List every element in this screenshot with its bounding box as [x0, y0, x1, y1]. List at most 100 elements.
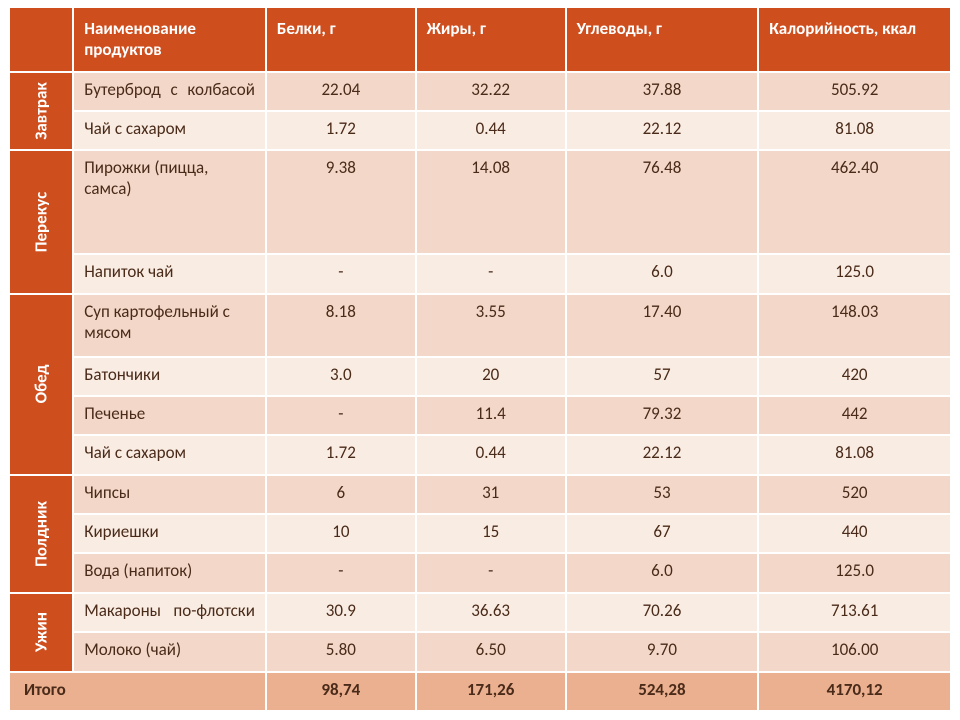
cell-protein: 5.80 — [266, 632, 416, 671]
cell-kcal: 81.08 — [758, 111, 951, 150]
col-carbs: Углеводы, г — [566, 7, 759, 72]
food-name: Суп картофельный с мясом — [73, 294, 266, 357]
cell-kcal: 462.40 — [758, 150, 951, 254]
meal-label-text: Завтрак — [30, 82, 51, 140]
cell-carbs: 22.12 — [566, 111, 759, 150]
col-meal — [9, 7, 73, 72]
cell-protein: - — [266, 553, 416, 592]
table-row: Молоко (чай)5.806.509.70106.00 — [9, 632, 951, 671]
meal-label-text: Перекус — [30, 192, 51, 252]
cell-carbs: 9.70 — [566, 632, 759, 671]
cell-fat: 3.55 — [416, 294, 566, 357]
cell-carbs: 57 — [566, 357, 759, 396]
cell-fat: 14.08 — [416, 150, 566, 254]
cell-protein: 22.04 — [266, 72, 416, 111]
table-row: Печенье-11.479.32442 — [9, 396, 951, 435]
cell-fat: - — [416, 254, 566, 293]
meal-label: Полдник — [9, 475, 73, 593]
cell-carbs: 37.88 — [566, 72, 759, 111]
cell-protein: - — [266, 254, 416, 293]
col-name: Наименование продуктов — [73, 7, 266, 72]
nutrition-table-wrap: Наименование продуктов Белки, г Жиры, г … — [0, 0, 960, 720]
cell-protein: 1.72 — [266, 111, 416, 150]
table-row: ОбедСуп картофельный с мясом8.183.5517.4… — [9, 294, 951, 357]
total-fat: 171,26 — [416, 672, 566, 711]
table-row: Чай с сахаром1.720.4422.1281.08 — [9, 435, 951, 474]
cell-fat: 11.4 — [416, 396, 566, 435]
cell-protein: 3.0 — [266, 357, 416, 396]
table-row: Кириешки101567440 — [9, 514, 951, 553]
cell-fat: 36.63 — [416, 593, 566, 632]
cell-kcal: 505.92 — [758, 72, 951, 111]
total-protein: 98,74 — [266, 672, 416, 711]
food-name: Чай с сахаром — [73, 435, 266, 474]
meal-label-text: Полдник — [30, 501, 51, 567]
cell-kcal: 442 — [758, 396, 951, 435]
table-row: ПолдникЧипсы63153520 — [9, 475, 951, 514]
col-kcal: Калорийность, ккал — [758, 7, 951, 72]
cell-kcal: 440 — [758, 514, 951, 553]
header-row: Наименование продуктов Белки, г Жиры, г … — [9, 7, 951, 72]
cell-kcal: 520 — [758, 475, 951, 514]
cell-carbs: 76.48 — [566, 150, 759, 254]
table-row: УжинМакароны по-флотски30.936.6370.26713… — [9, 593, 951, 632]
table-row: Вода (напиток)--6.0125.0 — [9, 553, 951, 592]
food-name: Вода (напиток) — [73, 553, 266, 592]
table-row: Напиток чай--6.0125.0 — [9, 254, 951, 293]
food-name: Макароны по-флотски — [73, 593, 266, 632]
cell-kcal: 713.61 — [758, 593, 951, 632]
food-name: Напиток чай — [73, 254, 266, 293]
table-row: Батончики3.02057420 — [9, 357, 951, 396]
cell-carbs: 70.26 — [566, 593, 759, 632]
nutrition-table: Наименование продуктов Белки, г Жиры, г … — [8, 6, 952, 712]
cell-kcal: 125.0 — [758, 254, 951, 293]
food-name: Пирожки (пицца, самса) — [73, 150, 266, 254]
cell-carbs: 6.0 — [566, 553, 759, 592]
col-protein: Белки, г — [266, 7, 416, 72]
cell-fat: 0.44 — [416, 435, 566, 474]
table-row: Перекус Пирожки (пицца, самса)9.3814.0876… — [9, 150, 951, 254]
cell-carbs: 67 — [566, 514, 759, 553]
total-carbs: 524,28 — [566, 672, 759, 711]
meal-label: Завтрак — [9, 72, 73, 151]
cell-kcal: 420 — [758, 357, 951, 396]
meal-label: Перекус — [9, 150, 73, 293]
total-label: Итого — [9, 672, 266, 711]
cell-carbs: 53 — [566, 475, 759, 514]
cell-fat: 15 — [416, 514, 566, 553]
food-name: Печенье — [73, 396, 266, 435]
total-row: Итого98,74171,26524,284170,12 — [9, 672, 951, 711]
cell-fat: 32.22 — [416, 72, 566, 111]
table-row: ЗавтракБутерброд с колбасой22.0432.2237.… — [9, 72, 951, 111]
table-row: Чай с сахаром1.720.4422.1281.08 — [9, 111, 951, 150]
cell-protein: 6 — [266, 475, 416, 514]
cell-kcal: 148.03 — [758, 294, 951, 357]
cell-fat: 6.50 — [416, 632, 566, 671]
cell-carbs: 17.40 — [566, 294, 759, 357]
cell-fat: 20 — [416, 357, 566, 396]
meal-label: Обед — [9, 294, 73, 475]
cell-carbs: 22.12 — [566, 435, 759, 474]
cell-protein: 8.18 — [266, 294, 416, 357]
cell-fat: 0.44 — [416, 111, 566, 150]
cell-carbs: 6.0 — [566, 254, 759, 293]
cell-fat: - — [416, 553, 566, 592]
cell-protein: - — [266, 396, 416, 435]
meal-label-text: Обед — [30, 365, 51, 404]
cell-carbs: 79.32 — [566, 396, 759, 435]
total-kcal: 4170,12 — [758, 672, 951, 711]
cell-fat: 31 — [416, 475, 566, 514]
cell-kcal: 106.00 — [758, 632, 951, 671]
food-name: Бутерброд с колбасой — [73, 72, 266, 111]
food-name: Чай с сахаром — [73, 111, 266, 150]
cell-protein: 9.38 — [266, 150, 416, 254]
meal-label-text: Ужин — [30, 612, 51, 652]
cell-protein: 10 — [266, 514, 416, 553]
cell-protein: 1.72 — [266, 435, 416, 474]
cell-protein: 30.9 — [266, 593, 416, 632]
food-name: Чипсы — [73, 475, 266, 514]
col-fat: Жиры, г — [416, 7, 566, 72]
food-name: Кириешки — [73, 514, 266, 553]
cell-kcal: 125.0 — [758, 553, 951, 592]
cell-kcal: 81.08 — [758, 435, 951, 474]
